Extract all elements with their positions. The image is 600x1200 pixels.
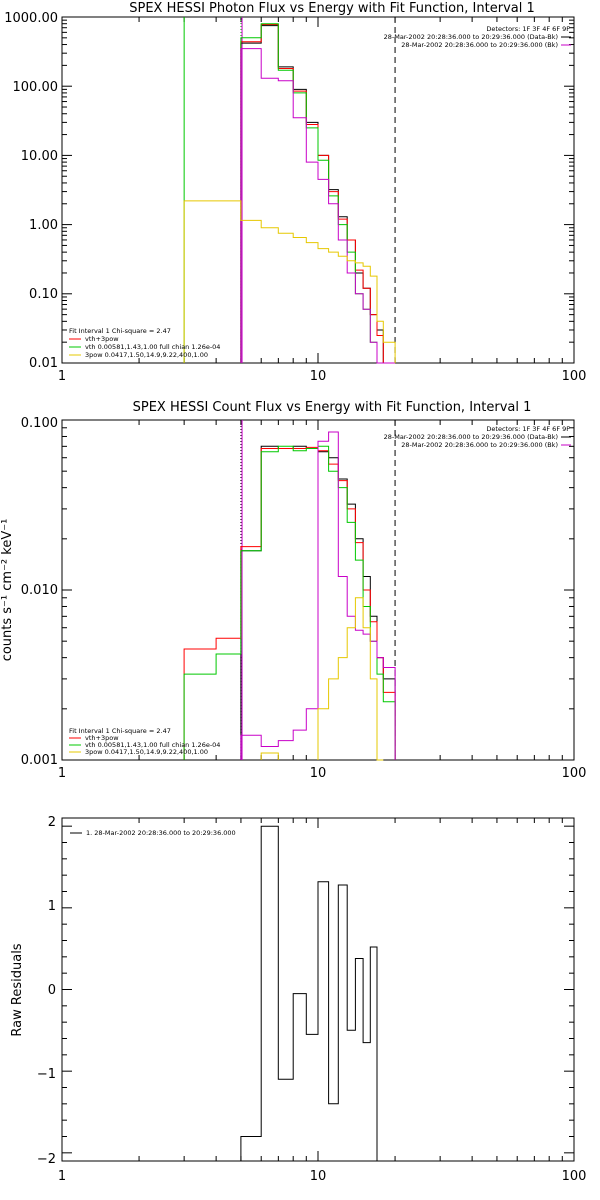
photon-flux-y-tick-labels: 0.01 0.10 1.00 10.00 100.00 1000.00: [4, 11, 58, 371]
series-line-c800c8: [240, 431, 396, 760]
fit-interval-text: Fit Interval 1 Chi-square = 2.47: [69, 727, 171, 735]
residuals-series: [240, 825, 384, 1162]
y-tick-label-0.010: 0.010: [21, 583, 58, 598]
legend-label-total-fit: vth+3pow: [85, 335, 119, 343]
series-line-000000: [240, 825, 384, 1162]
y-tick-label-minus-1: −1: [37, 1067, 56, 1082]
x-tick-label-10: 10: [310, 369, 327, 384]
y-tick-label-0.100: 0.100: [21, 416, 58, 431]
x-tick-label-100: 100: [562, 766, 587, 781]
photon-flux-info-block: Detectors: 1F 3F 4F 6F 9F 28-Mar-2002 20…: [384, 25, 571, 49]
count-flux-axis-ticks: [61, 419, 575, 761]
count-flux-legend: Fit Interval 1 Chi-square = 2.47 vth+3po…: [69, 727, 220, 756]
y-tick-label-10.00: 10.00: [21, 149, 58, 164]
legend-label-interval: 1. 28-Mar-2002 20:28:36.000 to 20:29:36.…: [86, 829, 236, 837]
y-tick-label-0.01: 0.01: [29, 356, 58, 371]
count-flux-y-axis-label: counts s⁻¹ cm⁻² keV⁻¹: [0, 519, 15, 662]
fit-interval-text: Fit Interval 1 Chi-square = 2.47: [69, 327, 171, 335]
legend-label-vth: vth 0.00581,1.43,1.00 full chian 1.26e-0…: [85, 741, 220, 749]
y-tick-label-1000.00: 1000.00: [4, 11, 58, 26]
count-flux-series: [183, 431, 396, 761]
photon-flux-panel: SPEX HESSI Photon Flux vs Energy with Fi…: [4, 1, 586, 384]
series-line-000000: [240, 25, 396, 364]
legend-label-total-fit: vth+3pow: [85, 734, 119, 742]
photon-flux-title: SPEX HESSI Photon Flux vs Energy with Fi…: [129, 1, 535, 16]
y-tick-label-0.001: 0.001: [21, 753, 58, 768]
detectors-text: Detectors: 1F 3F 4F 6F 9F: [486, 25, 570, 33]
y-tick-label-0.10: 0.10: [29, 287, 58, 302]
series-line-ff0000: [240, 24, 396, 364]
series-line-e6c800: [260, 597, 384, 761]
detectors-text: Detectors: 1F 3F 4F 6F 9F: [486, 425, 570, 433]
residuals-y-tick-labels: −2 −1 0 1 2: [37, 815, 56, 1167]
photon-flux-legend: Fit Interval 1 Chi-square = 2.47 vth+3po…: [69, 327, 220, 359]
x-tick-label-100: 100: [562, 1169, 587, 1184]
legend-label-vth: vth 0.00581,1.43,1.00 full chian 1.26e-0…: [85, 343, 220, 351]
data-minus-bk-interval-text: 28-Mar-2002 20:28:36.000 to 20:29:36.000…: [384, 433, 558, 441]
bk-interval-text: 28-Mar-2002 20:28:36.000 to 20:29:36.000…: [401, 41, 558, 49]
residuals-legend: 1. 28-Mar-2002 20:28:36.000 to 20:29:36.…: [70, 829, 236, 837]
x-tick-label-100: 100: [562, 369, 587, 384]
count-flux-y-tick-labels: 0.001 0.010 0.100: [21, 416, 58, 768]
photon-flux-axis-ticks: [61, 16, 575, 364]
y-tick-label-100.00: 100.00: [13, 80, 59, 95]
residuals-axis-ticks: [61, 818, 575, 1161]
legend-label-3pow: 3pow 0.0417,1.50,14.9,9.22,400,1.00: [85, 351, 208, 359]
y-tick-label-2: 2: [48, 815, 56, 830]
residuals-panel: Raw Residuals 1 10 100 −2 −1 0 1 2 1. 28…: [10, 815, 586, 1184]
count-flux-panel: SPEX HESSI Count Flux vs Energy with Fit…: [0, 400, 586, 781]
residuals-y-axis-label: Raw Residuals: [10, 943, 25, 1036]
series-line-e6c800: [183, 200, 396, 363]
x-tick-label-10: 10: [310, 766, 327, 781]
bk-interval-text: 28-Mar-2002 20:28:36.000 to 20:29:36.000…: [401, 441, 558, 449]
y-tick-label-1.00: 1.00: [29, 218, 58, 233]
x-tick-label-1: 1: [58, 1169, 66, 1184]
x-tick-label-1: 1: [58, 766, 66, 781]
photon-flux-plot-frame: [61, 16, 575, 364]
count-flux-title: SPEX HESSI Count Flux vs Energy with Fit…: [133, 400, 532, 415]
count-flux-info-block: Detectors: 1F 3F 4F 6F 9F 28-Mar-2002 20…: [384, 425, 571, 449]
series-line-00c800: [240, 23, 396, 364]
photon-flux-x-tick-labels: 1 10 100: [58, 369, 587, 384]
y-tick-label-0: 0: [48, 983, 56, 998]
data-minus-bk-interval-text: 28-Mar-2002 20:28:36.000 to 20:29:36.000…: [384, 33, 558, 41]
y-tick-label-minus-2: −2: [37, 1152, 56, 1167]
y-tick-label-1: 1: [48, 899, 56, 914]
residuals-x-tick-labels: 1 10 100: [58, 1169, 587, 1184]
series-line-ff0000: [183, 446, 396, 760]
series-line-c800c8: [240, 48, 396, 364]
photon-flux-series: [183, 23, 396, 364]
count-flux-x-tick-labels: 1 10 100: [58, 766, 587, 781]
x-tick-label-1: 1: [58, 369, 66, 384]
legend-label-3pow: 3pow 0.0417,1.50,14.9,9.22,400,1.00: [85, 748, 208, 756]
x-tick-label-10: 10: [310, 1169, 327, 1184]
